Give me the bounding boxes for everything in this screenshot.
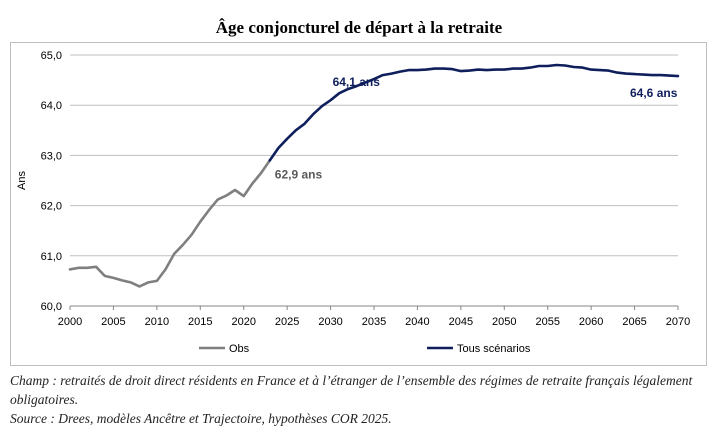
y-tick-label: 60,0 [41, 301, 62, 313]
x-tick-label: 2065 [622, 316, 646, 328]
y-tick-label: 65,0 [41, 50, 62, 62]
x-tick-label: 2010 [145, 316, 169, 328]
legend-label: Tous scénarios [457, 343, 531, 355]
data-label: 64,6 ans [630, 86, 678, 100]
x-tick-label: 2015 [188, 316, 212, 328]
x-tick-label: 2005 [101, 316, 125, 328]
y-tick-label: 62,0 [41, 201, 62, 213]
x-tick-label: 2040 [405, 316, 429, 328]
legend-label: Obs [229, 343, 250, 355]
y-tick-label: 63,0 [41, 150, 62, 162]
line-chart: 60,0 61,0 62,0 63,0 64,0 65,0 2000 2005 2010 2015… [16, 50, 690, 355]
data-label: 62,9 ans [275, 167, 323, 181]
chart-notes: Champ : retraités de droit direct réside… [10, 371, 710, 428]
chart-title: Âge conjoncturel de départ à la retraite [215, 18, 503, 37]
champ-note: Champ : retraités de droit direct réside… [10, 373, 693, 407]
data-label: 64,1 ans [333, 75, 381, 89]
x-tick-label: 2070 [666, 316, 690, 328]
y-axis-label: Ans [16, 171, 28, 190]
series-line-obs [68, 159, 272, 288]
series-line-tous-scenarios [268, 63, 680, 162]
x-tick-label: 2055 [535, 316, 559, 328]
x-tick-label: 2045 [449, 316, 473, 328]
x-tick-label: 2050 [492, 316, 516, 328]
y-tick-label: 64,0 [41, 100, 62, 112]
y-tick-label: 61,0 [41, 251, 62, 263]
x-tick-label: 2025 [275, 316, 299, 328]
x-tick-label: 2000 [58, 316, 82, 328]
x-tick-label: 2060 [579, 316, 603, 328]
x-tick-label: 2035 [362, 316, 386, 328]
chart-area: 60,0 61,0 62,0 63,0 64,0 65,0 2000 2005 2010 2015… [10, 42, 707, 366]
source-note: Source : Drees, modèles Ancêtre et Traje… [10, 411, 392, 426]
x-tick-label: 2030 [318, 316, 342, 328]
x-tick-label: 2020 [231, 316, 255, 328]
